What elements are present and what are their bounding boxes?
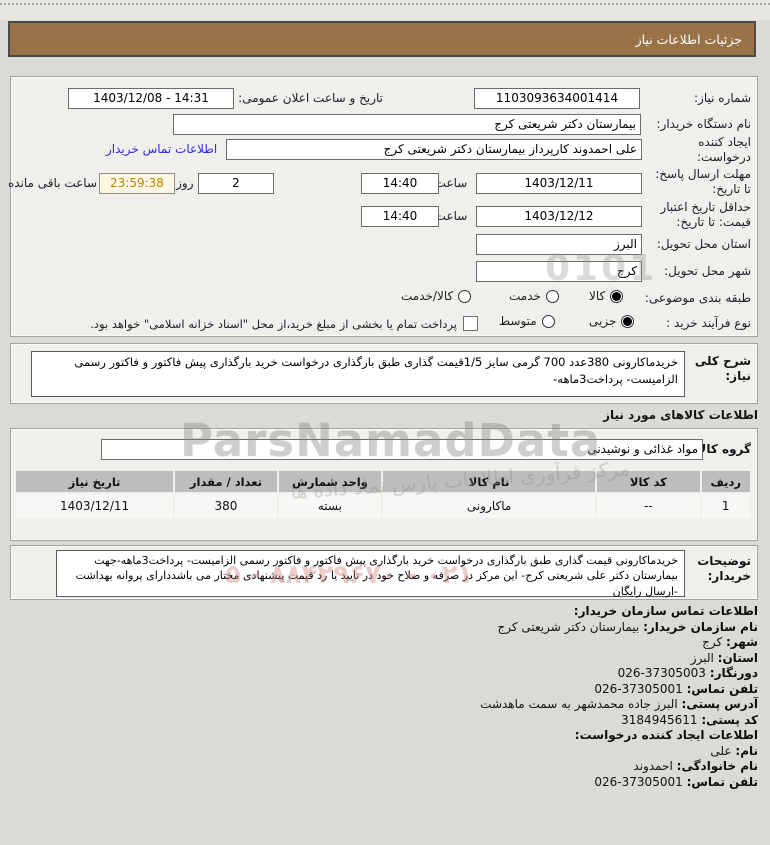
cell-quantity: 380 [175, 494, 277, 518]
footer-line: شهر: کرج [702, 635, 758, 649]
page-title-bar: جزئیات اطلاعات نیاز [8, 21, 756, 57]
reply-deadline-date-field[interactable]: 1403/12/11 [476, 173, 642, 194]
delivery-city-label: شهر محل تحویل: [664, 264, 751, 278]
col-need-date: تاریخ نیاز [16, 471, 174, 492]
radio-icon[interactable] [541, 314, 555, 328]
process-option-minor[interactable]: جزیی [589, 314, 635, 328]
buyer-org-label: نام دستگاه خریدار: [656, 117, 752, 131]
classification-option-service[interactable]: خدمت [509, 289, 559, 303]
reply-deadline-label: مهلت ارسال پاسخ: تا تاریخ: [655, 167, 751, 196]
top-dotted-divider [0, 3, 770, 5]
page-title: جزئیات اطلاعات نیاز [635, 31, 742, 47]
contact-info-block: اطلاعات تماس سازمان خریدار: نام سازمان خ… [480, 604, 758, 790]
description-textbox[interactable]: خریدماکارونی 380عدد 700 گرمی سایز 1/5قیم… [31, 351, 685, 397]
radio-selected-icon[interactable] [610, 289, 624, 303]
need-number-label: شماره نیاز: [694, 91, 751, 105]
need-number-field[interactable]: 1103093634001414 [474, 88, 640, 109]
goods-table-header-row: ردیف کد کالا نام کالا واحد شمارش تعداد /… [16, 471, 750, 492]
goods-group-label: گروه کالا: [692, 442, 751, 456]
footer-line: اطلاعات ایجاد کننده درخواست: [574, 728, 758, 742]
classification-label: طبقه بندی موضوعی: [644, 291, 751, 305]
reply-deadline-time-field[interactable]: 14:40 [361, 173, 439, 194]
buyer-notes-textbox[interactable]: خریدماکارونی قیمت گذاری طبق بارگذاری درخ… [56, 550, 685, 598]
col-item-code: کد کالا [597, 471, 700, 492]
footer-line: اطلاعات تماس سازمان خریدار: [573, 604, 758, 618]
col-unit: واحد شمارش [278, 471, 381, 492]
reply-deadline-hour-label: ساعت [434, 176, 468, 190]
countdown-timer: 23:59:38 [99, 173, 175, 194]
purchase-process-label: نوع فرآیند خرید : [666, 316, 751, 330]
footer-line: دورنگار: 37305003-026 [617, 666, 758, 680]
top-strip [0, 0, 770, 20]
buyer-notes-groupbox: توضیحات خریدار: خریدماکارونی قیمت گذاری … [10, 545, 758, 600]
announce-datetime-field[interactable]: 1403/12/08 - 14:31 [68, 88, 234, 109]
treasury-checkbox-label: پرداخت تمام یا بخشی از مبلغ خرید،از محل … [90, 317, 457, 331]
footer-line: نام سازمان خریدار: بیمارستان دکتر شریعتی… [497, 619, 758, 634]
footer-line: نام: علی [710, 743, 758, 758]
footer-line: استان: البرز [690, 650, 758, 665]
footer-line: تلفن تماس: 37305001-026 [594, 774, 758, 789]
main-form-groupbox: شماره نیاز: 1103093634001414 تاریخ و ساع… [7, 76, 758, 337]
goods-table: ردیف کد کالا نام کالا واحد شمارش تعداد /… [14, 469, 752, 520]
classification-option-goods-service[interactable]: کالا/خدمت [401, 289, 472, 303]
footer-line: نام خانوادگی: احمدوند [633, 759, 758, 773]
buyer-org-field[interactable]: بیمارستان دکتر شریعتی کرج [173, 114, 641, 135]
col-quantity: تعداد / مقدار [175, 471, 277, 492]
footer-line: آدرس پستی: البرز جاده محمدشهر به سمت ماه… [480, 697, 758, 711]
description-label: شرح کلی نیاز: [694, 354, 751, 383]
radio-selected-icon[interactable] [621, 314, 635, 328]
delivery-province-label: استان محل تحویل: [656, 237, 751, 251]
goods-group-field[interactable]: مواد غذائی و نوشیدنی [101, 439, 703, 460]
cell-item-name: ماکارونی [382, 494, 596, 518]
radio-icon[interactable] [545, 289, 559, 303]
col-item-name: نام کالا [382, 471, 596, 492]
remaining-days-field[interactable]: 2 [198, 173, 274, 194]
hours-remaining-label: ساعت باقی مانده [7, 176, 97, 190]
delivery-city-field[interactable]: کرج [476, 261, 642, 282]
delivery-province-field[interactable]: البرز [476, 234, 642, 255]
classification-option-goods[interactable]: کالا [589, 289, 624, 303]
price-validity-label: حداقل تاریخ اعتبار قیمت: تا تاریخ: [660, 200, 751, 229]
buyer-notes-label: توضیحات خریدار: [697, 554, 751, 583]
cell-unit: بسته [278, 494, 381, 518]
creator-field[interactable]: علی احمدوند کارپرداز بیمارستان دکتر شریع… [226, 139, 642, 160]
goods-section-heading: اطلاعات کالاهای مورد نیاز [603, 408, 758, 422]
process-option-medium[interactable]: متوسط [499, 314, 555, 328]
description-groupbox: شرح کلی نیاز: خریدماکارونی 380عدد 700 گر… [10, 343, 758, 404]
announce-datetime-label: تاریخ و ساعت اعلان عمومی: [238, 91, 383, 105]
goods-table-row: 1 -- ماکارونی بسته 380 1403/12/11 [16, 494, 750, 518]
creator-label: ایجاد کننده درخواست: [697, 135, 751, 164]
footer-line: تلفن تماس: 37305001-026 [594, 681, 758, 696]
cell-row-number: 1 [701, 494, 750, 518]
cell-item-code: -- [597, 494, 700, 518]
footer-line: کد پستی: 3184945611 [621, 712, 758, 727]
radio-icon[interactable] [458, 289, 472, 303]
cell-need-date: 1403/12/11 [16, 494, 174, 518]
treasury-checkbox[interactable] [463, 316, 478, 331]
price-validity-hour-label: ساعت [434, 209, 468, 223]
price-validity-date-field[interactable]: 1403/12/12 [476, 206, 642, 227]
goods-groupbox: گروه کالا: مواد غذائی و نوشیدنی ردیف کد … [10, 428, 758, 541]
buyer-contact-link[interactable]: اطلاعات تماس خریدار [106, 142, 218, 156]
price-validity-time-field[interactable]: 14:40 [361, 206, 439, 227]
col-row-number: ردیف [701, 471, 750, 492]
